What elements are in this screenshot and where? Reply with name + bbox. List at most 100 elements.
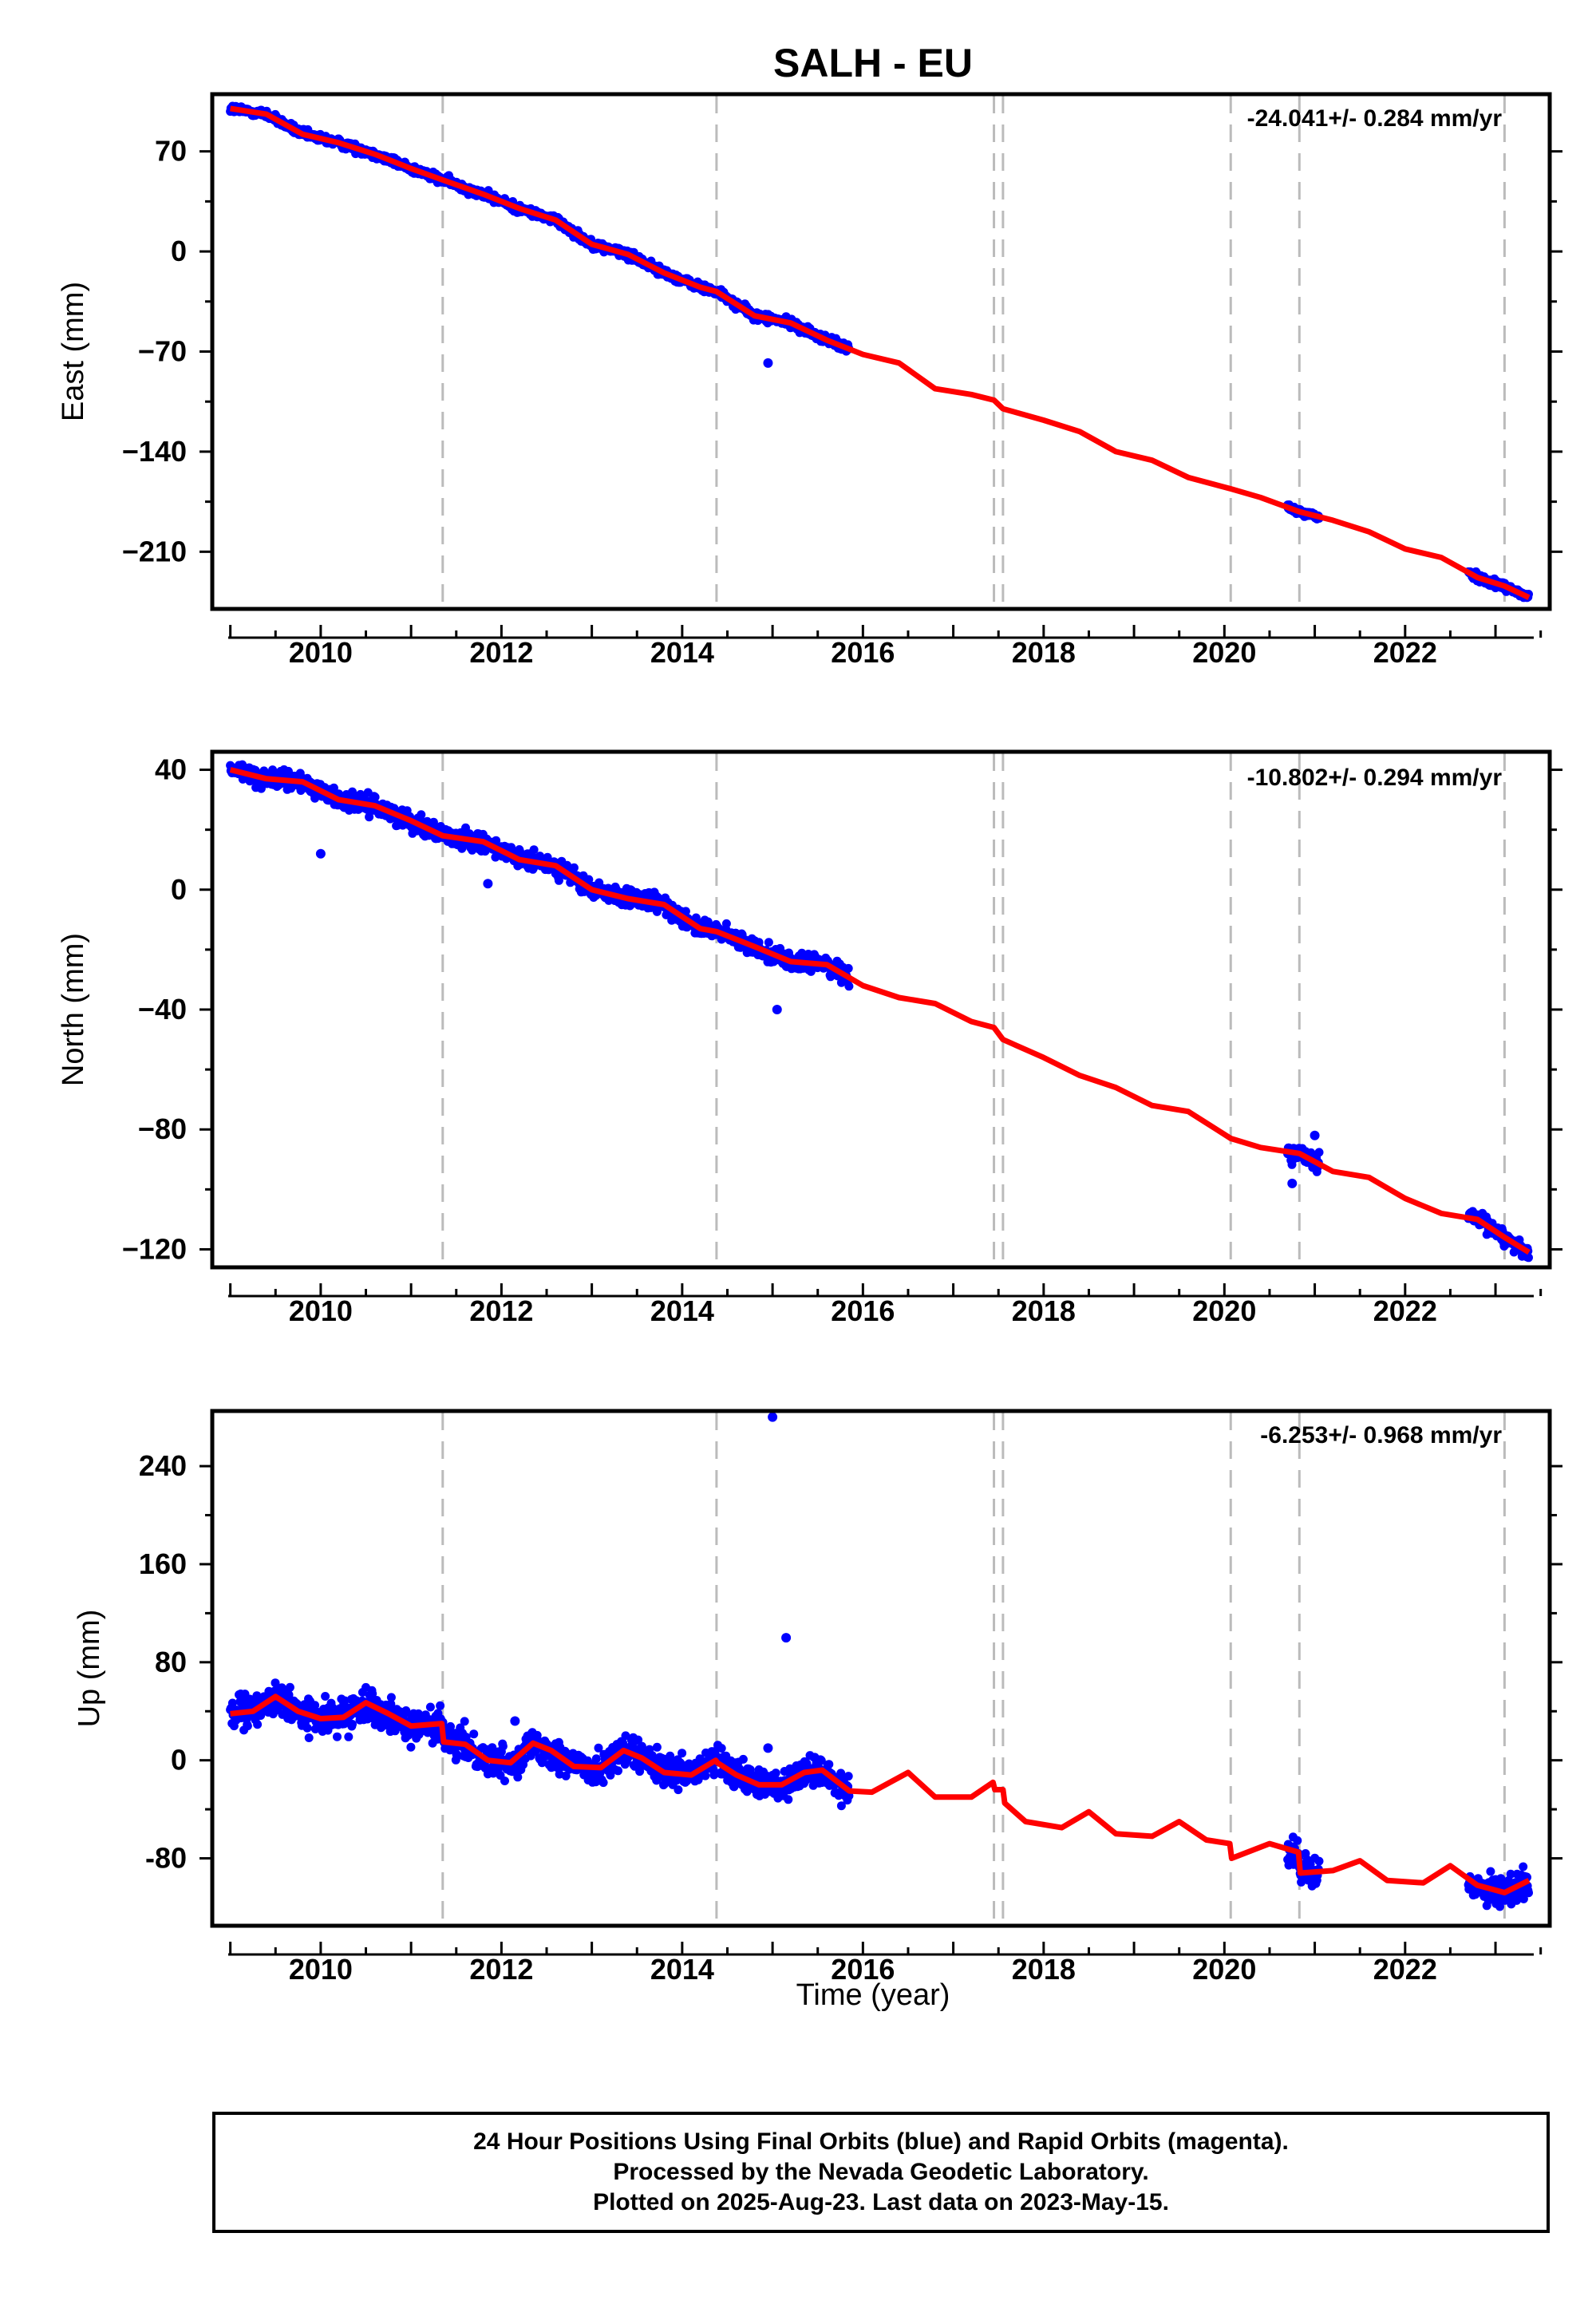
data-point bbox=[285, 1682, 294, 1692]
data-point bbox=[843, 963, 853, 973]
rate-label-up: -6.253+/- 0.968 mm/yr bbox=[1260, 1422, 1502, 1448]
data-point bbox=[370, 792, 380, 802]
data-point bbox=[321, 1692, 330, 1701]
ytick-label-east-1: 0 bbox=[171, 235, 187, 267]
panel-east: 70 0 −70 −140 −210 2010 2012 2014 2016 2018 2020 20… bbox=[57, 92, 1562, 669]
ytick-label-east-2: −70 bbox=[138, 335, 187, 368]
xtick-label-east-4: 2018 bbox=[1012, 636, 1076, 669]
xtick-label-north-3: 2016 bbox=[831, 1294, 895, 1327]
data-point bbox=[824, 1760, 834, 1769]
rate-label-north: -10.802+/- 0.294 mm/yr bbox=[1247, 765, 1503, 791]
panel-north: 40 0 −40 −80 −120 2010 2012 2014 2016 2018 2020 202… bbox=[57, 749, 1562, 1327]
plot-frame-up bbox=[210, 1409, 1552, 1928]
ytick-label-up-2: 80 bbox=[155, 1646, 187, 1678]
data-point bbox=[417, 810, 426, 820]
note-line-2: Processed by the Nevada Geodetic Laborat… bbox=[613, 2159, 1149, 2185]
rate-label-east: -24.041+/- 0.284 mm/yr bbox=[1247, 105, 1503, 132]
data-point bbox=[1524, 1253, 1533, 1263]
y-axis-label-east: East (mm) bbox=[57, 282, 90, 421]
data-point bbox=[386, 1693, 396, 1702]
xtick-label-north-1: 2012 bbox=[469, 1294, 533, 1327]
xtick-label-east-3: 2016 bbox=[831, 636, 895, 669]
data-points-north bbox=[226, 760, 1533, 1263]
data-point bbox=[329, 783, 338, 792]
data-point bbox=[598, 1778, 608, 1788]
xtick-label-north-6: 2022 bbox=[1373, 1294, 1437, 1327]
outlier-point-2 bbox=[763, 1743, 773, 1753]
data-point bbox=[425, 1702, 435, 1712]
x-axis-label: Time (year) bbox=[796, 1978, 950, 2012]
ytick-label-north-3: −80 bbox=[138, 1113, 187, 1145]
ytick-label-up-1: 160 bbox=[139, 1547, 187, 1580]
xtick-label-north-0: 2010 bbox=[289, 1294, 353, 1327]
data-point bbox=[1486, 1867, 1495, 1876]
outlier-point-1 bbox=[483, 879, 493, 889]
ytick-label-east-3: −140 bbox=[122, 435, 187, 468]
xtick-label-up-3: 2016 bbox=[831, 1953, 895, 1986]
outlier-point-2 bbox=[772, 1005, 782, 1014]
data-point bbox=[764, 938, 773, 947]
data-point bbox=[492, 836, 501, 845]
outlier-point-0 bbox=[315, 848, 326, 859]
y-axis-label-up: Up (mm) bbox=[73, 1610, 106, 1728]
data-points-up bbox=[226, 1412, 1533, 1911]
data-point bbox=[678, 1749, 687, 1758]
xtick-label-east-2: 2014 bbox=[650, 636, 714, 669]
ytick-label-north-0: 40 bbox=[155, 753, 187, 786]
data-point bbox=[681, 907, 690, 916]
ytick-label-up-4: -80 bbox=[145, 1842, 187, 1875]
data-point bbox=[243, 1721, 252, 1731]
data-point bbox=[569, 863, 579, 872]
outlier-point-0 bbox=[763, 358, 773, 368]
data-point bbox=[674, 1785, 683, 1795]
data-point bbox=[406, 1742, 416, 1752]
figure-title: SALH - EU bbox=[773, 41, 973, 85]
data-point bbox=[1314, 1856, 1324, 1866]
data-point bbox=[1314, 1148, 1324, 1157]
model-line-east bbox=[230, 105, 1531, 600]
data-point bbox=[738, 1754, 748, 1764]
outlier-point-3 bbox=[510, 1716, 520, 1726]
xtick-label-up-4: 2018 bbox=[1012, 1953, 1076, 1986]
data-point bbox=[253, 1720, 263, 1729]
data-point bbox=[784, 1795, 793, 1804]
outlier-point-3 bbox=[1287, 1178, 1298, 1188]
y-axis-label-north: North (mm) bbox=[57, 933, 90, 1086]
data-point bbox=[771, 1769, 780, 1778]
data-point bbox=[584, 875, 594, 884]
data-point bbox=[1519, 1862, 1528, 1871]
data-point bbox=[304, 1733, 314, 1742]
data-point bbox=[652, 1742, 662, 1752]
xtick-label-up-6: 2022 bbox=[1373, 1953, 1437, 1986]
xtick-label-up-5: 2020 bbox=[1192, 1953, 1256, 1986]
data-point bbox=[843, 1772, 853, 1781]
outlier-point-4 bbox=[1310, 1130, 1320, 1140]
data-point bbox=[436, 1701, 445, 1710]
xtick-label-east-1: 2012 bbox=[469, 636, 533, 669]
data-point bbox=[333, 1732, 342, 1741]
note-line-3: Plotted on 2025-Aug-23. Last data on 202… bbox=[593, 2189, 1169, 2215]
data-point bbox=[529, 845, 539, 855]
ytick-label-north-4: −120 bbox=[122, 1232, 187, 1265]
model-line-north bbox=[229, 767, 1531, 1255]
xtick-label-east-0: 2010 bbox=[289, 636, 353, 669]
data-point bbox=[460, 1717, 469, 1726]
data-points-east bbox=[226, 101, 1533, 603]
xtick-label-east-5: 2020 bbox=[1192, 636, 1256, 669]
ytick-label-up-0: 240 bbox=[139, 1449, 187, 1482]
xtick-label-up-0: 2010 bbox=[289, 1953, 353, 1986]
processing-note-box: 24 Hour Positions Using Final Orbits (bl… bbox=[212, 2112, 1550, 2233]
data-point bbox=[717, 1744, 726, 1753]
outlier-point-1 bbox=[781, 1633, 792, 1643]
data-point bbox=[344, 1732, 354, 1741]
data-point bbox=[1524, 1888, 1533, 1898]
xtick-label-east-6: 2022 bbox=[1373, 636, 1437, 669]
ytick-label-north-1: 0 bbox=[171, 873, 187, 906]
outlier-point-0 bbox=[768, 1412, 778, 1422]
xtick-label-north-2: 2014 bbox=[650, 1294, 714, 1327]
data-point bbox=[614, 1766, 622, 1776]
ytick-label-up-3: 0 bbox=[171, 1744, 187, 1777]
model-line-up bbox=[230, 1694, 1531, 1895]
data-point bbox=[554, 875, 563, 885]
